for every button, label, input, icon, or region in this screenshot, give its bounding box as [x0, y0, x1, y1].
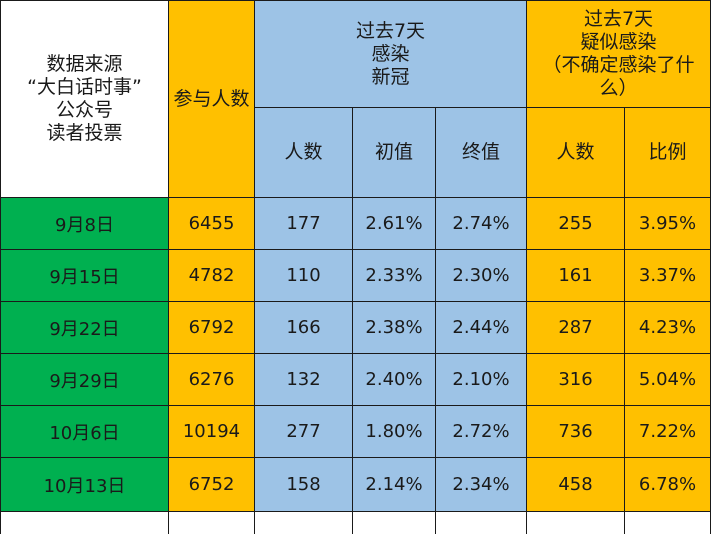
initial-cell: 2.61% — [353, 198, 436, 250]
covid-count-cell: 277 — [255, 406, 353, 458]
initial-header: 初值 — [353, 108, 436, 198]
empty-cell — [169, 512, 255, 534]
final-cell: 2.74% — [436, 198, 527, 250]
ratio-label: 比例 — [648, 141, 687, 163]
initial-cell: 2.33% — [353, 250, 436, 302]
suspected-group-line-4: 么） — [599, 77, 638, 99]
final-cell: 2.44% — [436, 302, 527, 354]
source-header: 数据来源 “大白话时事” 公众号 读者投票 — [0, 0, 169, 198]
initial-cell: 2.38% — [353, 302, 436, 354]
covid-count-cell: 110 — [255, 250, 353, 302]
participants-cell: 6752 — [169, 458, 255, 512]
covid-count-cell: 158 — [255, 458, 353, 512]
covid-count-header: 人数 — [255, 108, 353, 198]
initial-label: 初值 — [374, 141, 413, 163]
suspected-count-label: 人数 — [556, 141, 595, 163]
suspected-count-cell: 161 — [527, 250, 625, 302]
ratio-cell: 3.37% — [625, 250, 711, 302]
suspected-count-header: 人数 — [527, 108, 625, 198]
date-cell: 10月13日 — [0, 458, 169, 512]
date-cell: 10月6日 — [0, 406, 169, 458]
empty-cell — [625, 512, 711, 534]
ratio-cell: 4.23% — [625, 302, 711, 354]
ratio-cell: 7.22% — [625, 406, 711, 458]
date-cell: 9月29日 — [0, 354, 169, 406]
participants-header-label: 参与人数 — [173, 87, 250, 110]
covid-group-header: 过去7天 感染 新冠 — [255, 0, 527, 108]
final-cell: 2.34% — [436, 458, 527, 512]
empty-cell — [527, 512, 625, 534]
ratio-cell: 5.04% — [625, 354, 711, 406]
participants-header: 参与人数 — [169, 0, 255, 198]
ratio-cell: 6.78% — [625, 458, 711, 512]
suspected-count-cell: 316 — [527, 354, 625, 406]
source-line-1: 数据来源 — [46, 53, 123, 75]
ratio-header: 比例 — [625, 108, 711, 198]
suspected-count-cell: 458 — [527, 458, 625, 512]
final-label: 终值 — [461, 141, 500, 163]
suspected-count-cell: 736 — [527, 406, 625, 458]
empty-cell — [0, 512, 169, 534]
covid-count-cell: 166 — [255, 302, 353, 354]
participants-cell: 6276 — [169, 354, 255, 406]
participants-cell: 10194 — [169, 406, 255, 458]
source-line-2: “大白话时事” — [27, 76, 142, 98]
ratio-cell: 3.95% — [625, 198, 711, 250]
suspected-group-line-2: 疑似感染 — [580, 31, 657, 53]
source-line-4: 读者投票 — [46, 122, 123, 144]
suspected-count-cell: 255 — [527, 198, 625, 250]
suspected-group-line-1: 过去7天 — [583, 8, 654, 30]
final-cell: 2.72% — [436, 406, 527, 458]
empty-cell — [255, 512, 353, 534]
date-cell: 9月8日 — [0, 198, 169, 250]
final-cell: 2.30% — [436, 250, 527, 302]
covid-group-line-3: 新冠 — [371, 65, 410, 88]
source-line-3: 公众号 — [55, 99, 113, 121]
empty-cell — [436, 512, 527, 534]
participants-cell: 4782 — [169, 250, 255, 302]
covid-count-cell: 177 — [255, 198, 353, 250]
covid-group-line-2: 感染 — [371, 42, 410, 65]
date-cell: 9月22日 — [0, 302, 169, 354]
final-header: 终值 — [436, 108, 527, 198]
covid-count-label: 人数 — [284, 141, 323, 163]
empty-cell — [353, 512, 436, 534]
final-cell: 2.10% — [436, 354, 527, 406]
suspected-count-cell: 287 — [527, 302, 625, 354]
initial-cell: 2.40% — [353, 354, 436, 406]
participants-cell: 6792 — [169, 302, 255, 354]
participants-cell: 6455 — [169, 198, 255, 250]
date-cell: 9月15日 — [0, 250, 169, 302]
initial-cell: 2.14% — [353, 458, 436, 512]
suspected-group-line-3: （不确定感染了什 — [542, 54, 695, 76]
covid-count-cell: 132 — [255, 354, 353, 406]
covid-group-line-1: 过去7天 — [355, 19, 426, 42]
suspected-group-header: 过去7天 疑似感染 （不确定感染了什 么） — [527, 0, 711, 108]
initial-cell: 1.80% — [353, 406, 436, 458]
